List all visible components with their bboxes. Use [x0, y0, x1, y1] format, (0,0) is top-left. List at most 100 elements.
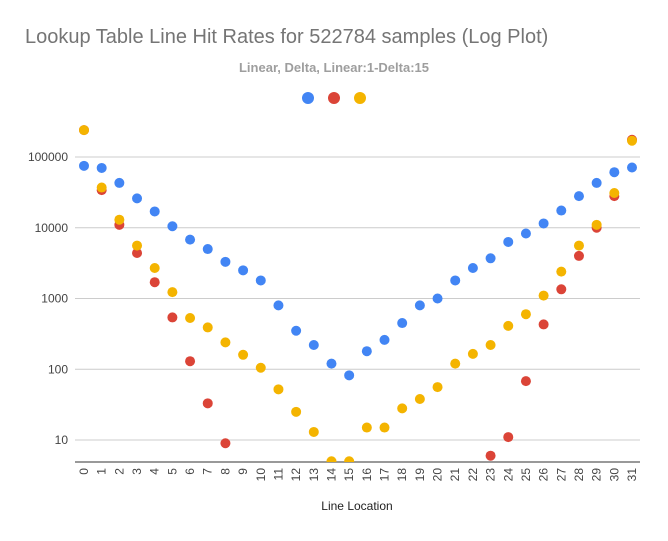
x-tick-label: 2	[112, 468, 126, 475]
data-point	[609, 187, 620, 198]
data-point	[450, 358, 461, 369]
x-tick-label: 21	[448, 468, 462, 482]
data-point	[538, 218, 549, 229]
legend-item	[302, 92, 314, 104]
y-tick-label: 100	[48, 362, 68, 376]
y-tick-label: 1000	[41, 292, 68, 306]
data-point	[79, 160, 89, 171]
y-tick-label: 100000	[28, 150, 68, 164]
data-point	[220, 438, 231, 449]
data-point	[556, 266, 567, 277]
data-point	[238, 349, 249, 360]
x-axis-title: Line Location	[321, 499, 392, 513]
data-point	[202, 244, 213, 255]
data-point	[503, 236, 514, 247]
data-point	[202, 322, 213, 333]
data-point	[485, 340, 496, 351]
data-point	[220, 256, 231, 267]
x-tick-label: 27	[554, 468, 568, 482]
data-point	[467, 262, 478, 273]
x-tick-label: 25	[519, 468, 533, 482]
x-tick-label: 14	[324, 468, 338, 482]
series-2	[79, 125, 637, 461]
data-point	[79, 125, 89, 136]
data-point	[220, 337, 231, 348]
x-tick-label: 1	[95, 468, 109, 475]
y-tick-label: 10000	[35, 221, 69, 235]
data-point	[485, 253, 496, 264]
x-tick-label: 9	[236, 468, 250, 475]
x-tick-label: 28	[572, 468, 586, 482]
gridlines	[75, 156, 640, 463]
x-tick-label: 0	[77, 468, 91, 475]
x-tick-label: 26	[537, 468, 551, 482]
data-point	[185, 234, 196, 245]
data-point	[379, 422, 390, 433]
x-tick-label: 20	[431, 468, 445, 482]
data-point	[361, 346, 372, 357]
chart-title: Lookup Table Line Hit Rates for 522784 s…	[25, 26, 549, 48]
x-tick-label: 18	[395, 468, 409, 482]
x-tick-label: 5	[165, 468, 179, 475]
data-point	[114, 177, 125, 188]
data-point	[132, 247, 143, 258]
series-1	[79, 160, 637, 381]
data-point	[573, 191, 584, 202]
data-point	[520, 309, 531, 320]
x-tick-label: 12	[289, 468, 303, 482]
data-point	[538, 290, 549, 301]
legend-marker	[328, 92, 340, 104]
data-point	[627, 162, 637, 173]
x-tick-label: 13	[307, 468, 321, 482]
data-point	[308, 340, 319, 351]
data-point	[432, 382, 443, 393]
x-tick-label: 8	[218, 468, 232, 475]
data-point	[255, 362, 266, 373]
data-point	[291, 406, 302, 417]
data-point	[149, 277, 160, 288]
data-point	[503, 432, 514, 443]
y-axis-ticks: 10 100 1000 10000 100000	[28, 150, 68, 447]
data-point	[520, 228, 531, 239]
data-point	[308, 426, 319, 437]
x-tick-label: 19	[413, 468, 427, 482]
x-tick-label: 15	[342, 468, 356, 482]
legend-item	[354, 92, 366, 104]
data-point	[344, 370, 355, 381]
x-tick-label: 24	[501, 468, 515, 482]
x-tick-label: 10	[254, 468, 268, 482]
data-point	[326, 456, 337, 462]
data-point	[609, 167, 620, 178]
data-point	[326, 358, 337, 369]
data-point	[273, 384, 284, 395]
data-point	[450, 275, 461, 286]
data-point	[255, 275, 266, 286]
legend-marker	[302, 92, 314, 104]
legend-marker	[354, 92, 366, 104]
data-point	[361, 422, 372, 433]
data-point	[432, 293, 443, 304]
x-tick-label: 23	[484, 468, 498, 482]
x-tick-label: 31	[625, 468, 639, 482]
data-point	[202, 398, 213, 409]
x-tick-label: 29	[590, 468, 604, 482]
data-point	[467, 348, 478, 359]
data-point	[96, 162, 107, 173]
x-tick-label: 6	[183, 468, 197, 475]
data-point	[503, 320, 514, 331]
data-point	[573, 250, 584, 261]
data-point	[149, 262, 160, 273]
data-point	[96, 182, 107, 193]
data-point	[591, 219, 602, 230]
x-tick-label: 7	[201, 468, 215, 475]
x-tick-label: 11	[271, 468, 285, 481]
chart-subtitle: Linear, Delta, Linear:1-Delta:15	[238, 60, 429, 75]
data-point	[149, 206, 160, 217]
legend-item	[328, 92, 340, 104]
data-point	[414, 393, 425, 404]
data-point	[591, 177, 602, 188]
data-point	[538, 319, 549, 330]
x-tick-label: 3	[130, 468, 144, 475]
data-point	[132, 193, 143, 204]
